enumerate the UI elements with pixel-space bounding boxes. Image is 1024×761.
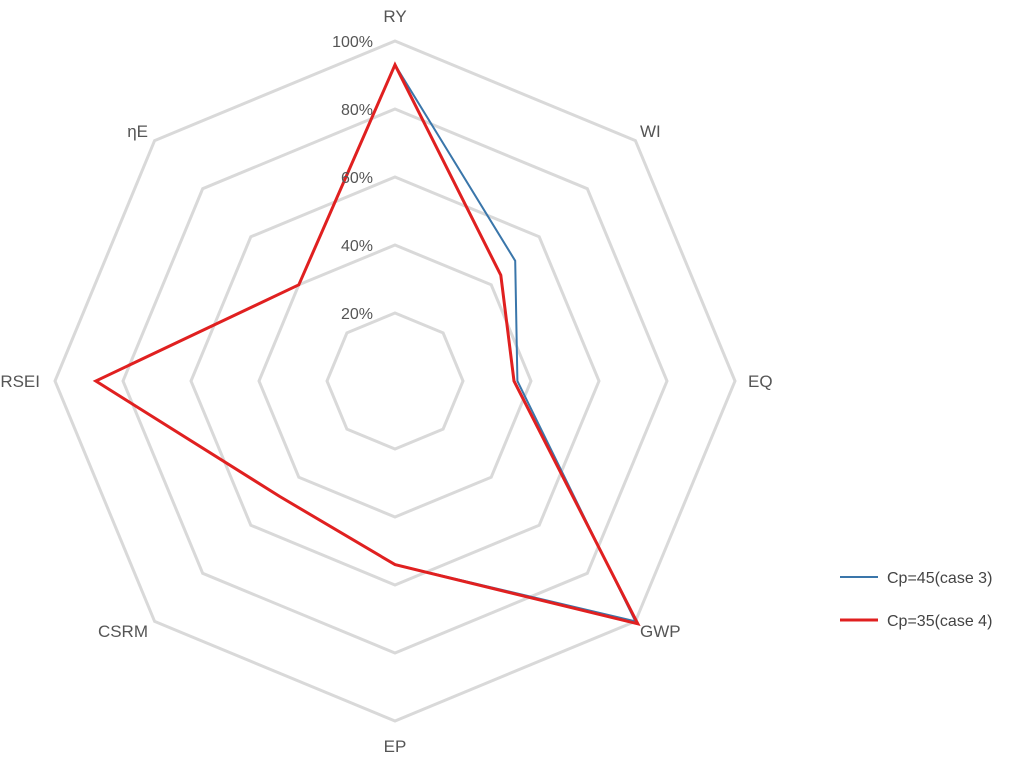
axis-category-labels: RY WI EQ GWP EP CSRM RSEI ηE [0,7,772,756]
legend-item-case3: Cp=45(case 3) [840,570,992,587]
axis-label-1: WI [640,122,661,141]
axis-label-6: RSEI [0,372,40,391]
grid-ring-100 [53,39,737,723]
radar-series [92,61,641,627]
legend: Cp=45(case 3) Cp=35(case 4) [840,570,992,630]
legend-item-case4: Cp=35(case 4) [840,613,992,630]
radial-tick-labels: 20% 40% 60% 80% 100% [332,34,373,323]
tick-label-80: 80% [341,102,373,119]
axis-label-3: GWP [640,622,681,641]
tick-label-20: 20% [341,306,373,323]
series-line-case4 [92,61,641,627]
legend-label-case4: Cp=35(case 4) [887,613,992,630]
grid-ring-20 [325,311,465,451]
grid-ring-40 [257,243,533,519]
grid-ring-60 [189,175,601,587]
axis-label-4: EP [384,737,407,756]
tick-label-60: 60% [341,170,373,187]
tick-label-100: 100% [332,34,373,51]
axis-label-2: EQ [748,372,773,391]
axis-label-0: RY [383,7,406,26]
axis-label-7: ηE [127,122,148,141]
radar-grid [53,39,737,723]
tick-label-40: 40% [341,238,373,255]
legend-label-case3: Cp=45(case 3) [887,570,992,587]
axis-label-5: CSRM [98,622,148,641]
grid-ring-80 [121,107,669,655]
